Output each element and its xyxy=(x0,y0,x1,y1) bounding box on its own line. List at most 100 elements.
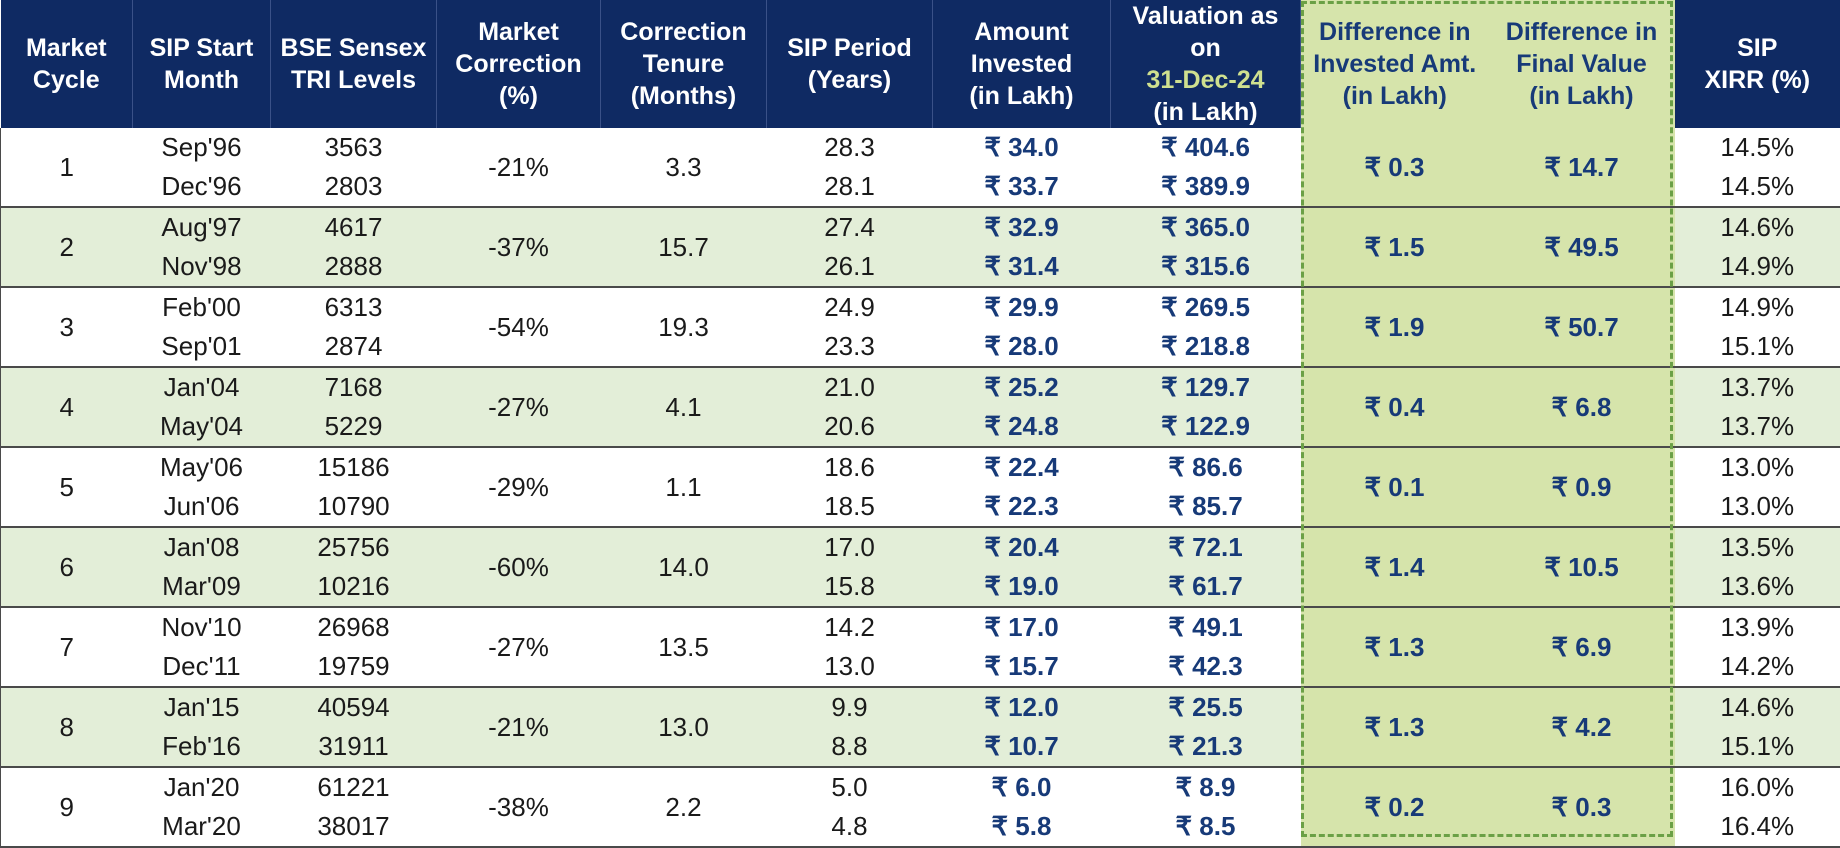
cell-xirr: 13.9%14.2% xyxy=(1675,607,1840,687)
cell-period-value: 5.0 xyxy=(767,768,933,807)
cell-start-month-value: May'04 xyxy=(133,407,271,446)
cell-diff-invested: ₹ 1.3 xyxy=(1301,687,1489,767)
cell-xirr: 14.9%15.1% xyxy=(1675,287,1840,367)
cell-xirr-value: 13.0% xyxy=(1675,448,1840,487)
header-correction-line: Market xyxy=(441,16,596,48)
cell-xirr-value: 14.6% xyxy=(1675,688,1840,727)
cell-invested-value: ₹ 12.0 xyxy=(933,688,1111,727)
header-start-month-line: SIP Start xyxy=(137,32,266,64)
cell-correction: -37% xyxy=(437,207,601,287)
cell-xirr: 16.0%16.4% xyxy=(1675,767,1840,847)
cell-tenure: 3.3 xyxy=(601,128,767,207)
cell-xirr-value: 14.2% xyxy=(1675,647,1840,686)
cell-correction: -21% xyxy=(437,687,601,767)
cell-period-value: 27.4 xyxy=(767,208,933,247)
cell-invested: ₹ 22.4₹ 22.3 xyxy=(933,447,1111,527)
cell-start-month-value: Feb'16 xyxy=(133,727,271,766)
cell-invested-value: ₹ 19.0 xyxy=(933,567,1111,606)
cell-xirr-value: 16.4% xyxy=(1675,807,1840,846)
cell-sensex-value: 15186 xyxy=(271,448,437,487)
cell-period-value: 13.0 xyxy=(767,647,933,686)
cell-invested: ₹ 34.0₹ 33.7 xyxy=(933,128,1111,207)
cell-diff-value: ₹ 50.7 xyxy=(1489,287,1675,367)
cell-tenure: 15.7 xyxy=(601,207,767,287)
cell-start-month-value: Jan'20 xyxy=(133,768,271,807)
cell-invested-value: ₹ 6.0 xyxy=(933,768,1111,807)
cell-start-month-value: Jun'06 xyxy=(133,487,271,526)
cell-valuation: ₹ 8.9₹ 8.5 xyxy=(1111,767,1301,847)
header-valuation-line: (in Lakh) xyxy=(1115,96,1296,128)
cell-period-value: 9.9 xyxy=(767,688,933,727)
cell-invested-value: ₹ 32.9 xyxy=(933,208,1111,247)
cell-start-month-value: Nov'10 xyxy=(133,608,271,647)
cell-valuation: ₹ 72.1₹ 61.7 xyxy=(1111,527,1301,607)
cell-invested-value: ₹ 17.0 xyxy=(933,608,1111,647)
cell-start-month-value: Feb'00 xyxy=(133,288,271,327)
cell-sensex-value: 31911 xyxy=(271,727,437,766)
cell-valuation: ₹ 129.7₹ 122.9 xyxy=(1111,367,1301,447)
header-correction-line: (%) xyxy=(441,80,596,112)
cell-diff-value: ₹ 6.9 xyxy=(1489,607,1675,687)
cell-valuation-value: ₹ 72.1 xyxy=(1111,528,1301,567)
cell-invested-value: ₹ 20.4 xyxy=(933,528,1111,567)
cell-diff-value: ₹ 10.5 xyxy=(1489,527,1675,607)
cell-sensex-value: 40594 xyxy=(271,688,437,727)
header-period-line: (Years) xyxy=(771,64,928,96)
cell-valuation-value: ₹ 269.5 xyxy=(1111,288,1301,327)
cell-sensex-value: 7168 xyxy=(271,368,437,407)
header-diff-invested-line: Invested Amt. xyxy=(1305,48,1485,80)
cell-invested-value: ₹ 25.2 xyxy=(933,368,1111,407)
cell-start-month-value: Sep'01 xyxy=(133,327,271,366)
cell-correction: -54% xyxy=(437,287,601,367)
cell-valuation: ₹ 25.5₹ 21.3 xyxy=(1111,687,1301,767)
cell-invested-value: ₹ 22.3 xyxy=(933,487,1111,526)
cell-cycle: 1 xyxy=(1,128,133,207)
cell-period-value: 15.8 xyxy=(767,567,933,606)
cell-diff-value: ₹ 6.8 xyxy=(1489,367,1675,447)
cell-diff-invested: ₹ 1.4 xyxy=(1301,527,1489,607)
cell-start-month-value: May'06 xyxy=(133,448,271,487)
cell-period-value: 8.8 xyxy=(767,727,933,766)
header-period-line: SIP Period xyxy=(771,32,928,64)
cell-diff-invested: ₹ 0.3 xyxy=(1301,128,1489,207)
cell-diff-invested: ₹ 1.5 xyxy=(1301,207,1489,287)
cell-diff-invested: ₹ 0.2 xyxy=(1301,767,1489,847)
cell-cycle: 9 xyxy=(1,767,133,847)
header-xirr-line: SIP xyxy=(1679,32,1837,64)
cell-start-month-value: Jan'15 xyxy=(133,688,271,727)
cell-period-value: 18.5 xyxy=(767,487,933,526)
cell-period-value: 28.3 xyxy=(767,128,933,167)
cell-xirr: 13.0%13.0% xyxy=(1675,447,1840,527)
header-start-month-line: Month xyxy=(137,64,266,96)
cell-valuation: ₹ 86.6₹ 85.7 xyxy=(1111,447,1301,527)
header-diff-value-line: Difference in xyxy=(1493,16,1671,48)
cell-period-value: 14.2 xyxy=(767,608,933,647)
cell-start-month-value: Mar'09 xyxy=(133,567,271,606)
cell-diff-value: ₹ 4.2 xyxy=(1489,687,1675,767)
